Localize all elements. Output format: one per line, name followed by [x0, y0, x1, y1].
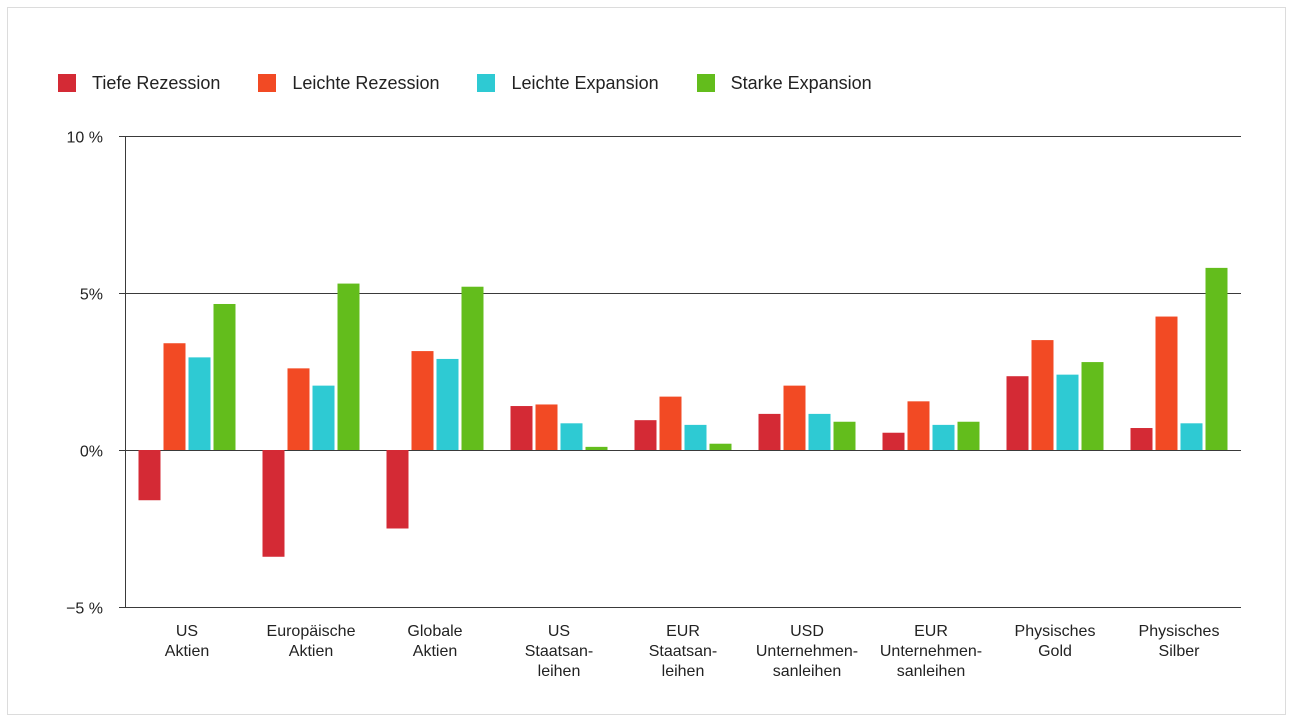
x-tick-label: Europäische	[267, 623, 356, 640]
bar	[833, 421, 856, 450]
bar	[585, 446, 608, 450]
x-tick-label: sanleihen	[773, 663, 842, 680]
legend-label: Leichte Rezession	[292, 72, 440, 93]
x-tick-label: Silber	[1159, 643, 1201, 660]
legend-label: Tiefe Rezession	[92, 72, 221, 93]
x-tick-label: US	[176, 623, 198, 640]
bar	[188, 357, 211, 450]
legend-item: Starke Expansion	[696, 72, 872, 94]
legend-swatch	[477, 74, 496, 92]
legend-item: Leichte Rezession	[258, 73, 439, 94]
x-tick-label: leihen	[662, 663, 705, 680]
bar	[634, 420, 657, 450]
bar	[560, 423, 583, 450]
bar	[1081, 362, 1104, 450]
legend-swatch	[58, 74, 76, 92]
bar	[1130, 428, 1153, 450]
x-tick-label: Unternehmen-	[756, 643, 858, 660]
x-tick-label: Globale	[407, 623, 462, 640]
bar	[1205, 267, 1228, 450]
bar	[957, 421, 980, 450]
bar	[783, 385, 806, 450]
bar	[932, 424, 955, 450]
legend-label: Leichte Expansion	[511, 72, 659, 93]
x-tick-label: US	[548, 623, 570, 640]
x-tick-label: Physisches	[1015, 623, 1096, 640]
bar	[1180, 423, 1203, 450]
bar	[1056, 374, 1079, 450]
bar	[337, 283, 360, 450]
bar	[758, 413, 781, 450]
legend-item: Tiefe Rezession	[58, 73, 220, 94]
bar	[535, 404, 558, 450]
y-tick-label: −5 %	[66, 601, 103, 618]
x-tick-label: sanleihen	[897, 663, 966, 680]
bar	[411, 351, 434, 450]
legend-swatch	[258, 74, 277, 92]
bar	[312, 385, 335, 450]
bar	[1155, 316, 1178, 450]
x-tick-label: leihen	[538, 663, 581, 680]
x-tick-label: Aktien	[289, 643, 333, 660]
bar	[1031, 340, 1054, 450]
legend-swatch	[696, 74, 715, 92]
x-tick-label: Physisches	[1139, 623, 1220, 640]
x-tick-label: USD	[790, 623, 824, 640]
x-tick-label: Aktien	[413, 643, 457, 660]
x-tick-label: Unternehmen-	[880, 643, 982, 660]
bar	[808, 413, 831, 450]
chart-legend: Tiefe Rezession Leichte Rezession Leichte …	[58, 72, 910, 94]
bar	[436, 358, 459, 450]
bar	[163, 343, 186, 450]
bar	[907, 401, 930, 450]
bar	[684, 424, 707, 450]
bar	[510, 406, 533, 450]
x-tick-label: Gold	[1038, 643, 1072, 660]
bar	[882, 432, 905, 450]
bar	[1006, 376, 1029, 450]
y-tick-label: 0%	[80, 444, 103, 461]
x-tick-label: EUR	[666, 623, 700, 640]
bar	[461, 286, 484, 450]
x-tick-label: Staatsan-	[525, 643, 593, 660]
y-tick-label: 5%	[80, 287, 103, 304]
bar	[659, 396, 682, 450]
bar	[138, 450, 161, 501]
legend-item: Leichte Expansion	[477, 72, 659, 94]
bar	[262, 450, 285, 557]
legend-label: Starke Expansion	[730, 72, 872, 93]
x-tick-label: Aktien	[165, 643, 209, 660]
x-tick-label: EUR	[914, 623, 948, 640]
bar	[386, 450, 409, 529]
bar	[709, 443, 732, 450]
y-tick-label: 10 %	[67, 130, 103, 147]
x-tick-label: Staatsan-	[649, 643, 717, 660]
bar	[213, 303, 236, 450]
bar	[287, 368, 310, 450]
